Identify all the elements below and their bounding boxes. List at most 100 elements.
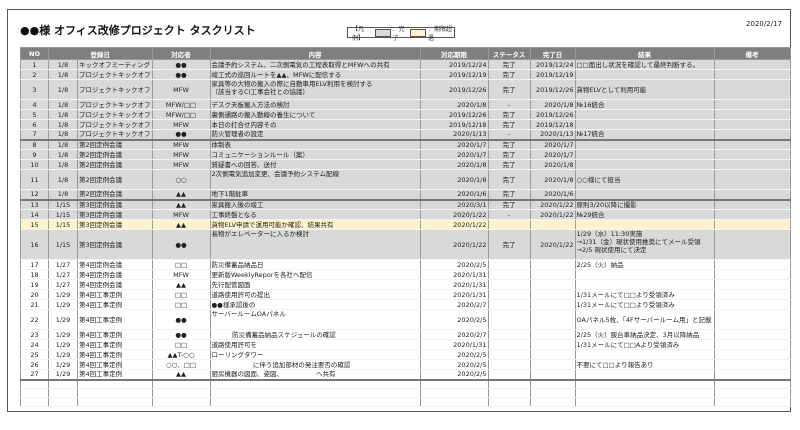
- row-content[interactable]: 先行配管図面: [209, 279, 421, 290]
- row-done-date[interactable]: 2020/1/8: [529, 159, 576, 170]
- row-content[interactable]: 体制表: [209, 139, 421, 150]
- row-content[interactable]: 2次側電気追加変更、会議予約システム配線: [209, 169, 421, 190]
- row-meeting[interactable]: 第4回工事定例: [77, 299, 153, 310]
- row-done-date[interactable]: [529, 339, 576, 350]
- row-owner[interactable]: □□: [151, 339, 211, 350]
- row-done-date[interactable]: 2019/12/24: [529, 59, 576, 70]
- row-meeting[interactable]: 第2回定例会議: [77, 159, 153, 170]
- row-status[interactable]: [487, 309, 531, 330]
- row-no[interactable]: 11: [20, 169, 49, 190]
- row-no[interactable]: 13: [20, 199, 49, 210]
- row-owner[interactable]: MFW: [151, 209, 211, 220]
- table-row[interactable]: 25 1/29 第4回工事定例 ▲▲T-○○ ローリングタワー 2020/2/5: [20, 349, 791, 360]
- row-due[interactable]: 2020/2/5: [419, 369, 489, 381]
- row-done-date[interactable]: 2019/12/18: [529, 119, 576, 130]
- row-no[interactable]: 5: [20, 109, 49, 120]
- row-due[interactable]: 2019/12/26: [419, 79, 489, 100]
- empty-cell[interactable]: [487, 397, 531, 407]
- row-content[interactable]: 長物がエレベーターに入るか検討: [209, 229, 421, 260]
- row-no[interactable]: 18: [20, 269, 49, 280]
- row-owner[interactable]: MFW: [151, 119, 211, 130]
- row-result[interactable]: [574, 219, 715, 230]
- table-row[interactable]: 18 1/27 第4回定例会議 MFW 更新版WeeklyReporを各社へ配信 2020…: [20, 269, 791, 280]
- col-no[interactable]: NO: [20, 47, 49, 60]
- row-result[interactable]: 2/25（火）納品: [574, 259, 715, 270]
- row-note[interactable]: [713, 259, 791, 270]
- row-date[interactable]: 1/29: [48, 349, 78, 360]
- row-done-date[interactable]: 2019/12/26: [529, 79, 576, 100]
- row-date[interactable]: 1/15: [48, 219, 78, 230]
- empty-cell[interactable]: [713, 397, 791, 407]
- empty-row[interactable]: [20, 397, 791, 407]
- row-result[interactable]: [574, 269, 715, 280]
- row-owner[interactable]: ▲▲: [151, 219, 211, 230]
- row-owner[interactable]: □□: [151, 299, 211, 310]
- row-result[interactable]: 1/31メールにて□□より受領済み: [574, 299, 715, 310]
- row-result[interactable]: №16統合: [574, 99, 715, 110]
- row-result[interactable]: 原則3/20以降に撮影: [574, 199, 715, 210]
- row-status[interactable]: [487, 299, 531, 310]
- row-owner[interactable]: □□: [151, 289, 211, 300]
- row-status[interactable]: [487, 329, 531, 340]
- row-done-date[interactable]: 2020/1/7: [529, 149, 576, 160]
- row-result[interactable]: [574, 69, 715, 80]
- row-status[interactable]: [487, 269, 531, 280]
- row-due[interactable]: 2020/1/8: [419, 159, 489, 170]
- row-no[interactable]: 4: [20, 99, 49, 110]
- row-done-date[interactable]: [529, 299, 576, 310]
- empty-cell[interactable]: [77, 379, 153, 389]
- row-status[interactable]: 完了: [487, 189, 531, 201]
- row-no[interactable]: 7: [20, 129, 49, 141]
- row-result[interactable]: [574, 279, 715, 290]
- row-content[interactable]: 竣工式の巡回ルートを▲▲、MFWに配信する: [209, 69, 421, 80]
- row-result[interactable]: [574, 189, 715, 201]
- empty-cell[interactable]: [209, 379, 421, 389]
- row-meeting[interactable]: 第4回工事定例: [77, 309, 153, 330]
- row-status[interactable]: [487, 219, 531, 230]
- row-date[interactable]: 1/8: [48, 159, 78, 170]
- row-content[interactable]: コミュニケーションルール（案）: [209, 149, 421, 160]
- table-row[interactable]: 21 1/29 第4回工事定例 □□ ●●様承認後の 2020/2/7 1/31メールにて□…: [20, 299, 791, 310]
- table-row[interactable]: 6 1/8 プロジェクトキックオフ MFW 本日の打合せ内容その 2019/12/18 完了…: [20, 119, 791, 130]
- row-status[interactable]: 完了: [487, 109, 531, 120]
- row-content[interactable]: 本日の打合せ内容その: [209, 119, 421, 130]
- row-note[interactable]: [713, 169, 791, 190]
- row-due[interactable]: 2020/1/31: [419, 289, 489, 300]
- row-done-date[interactable]: 2020/1/7: [529, 139, 576, 150]
- row-date[interactable]: 1/8: [48, 119, 78, 130]
- table-row[interactable]: 12 1/8 第2回定例会議 ▲▲ 地下1階駐車 2020/1/6 完了 2020/1/6: [20, 189, 791, 201]
- row-done-date[interactable]: 2020/1/22: [529, 229, 576, 260]
- empty-cell[interactable]: [419, 379, 489, 389]
- row-status[interactable]: [487, 339, 531, 350]
- row-date[interactable]: 1/29: [48, 289, 78, 300]
- row-note[interactable]: [713, 209, 791, 220]
- row-meeting[interactable]: プロジェクトキックオフ: [77, 79, 153, 100]
- row-due[interactable]: 2020/2/5: [419, 359, 489, 370]
- empty-cell[interactable]: [209, 388, 421, 398]
- row-content[interactable]: ●●様承認後の: [209, 299, 421, 310]
- row-owner[interactable]: MFW/□□: [151, 99, 211, 110]
- row-note[interactable]: [713, 229, 791, 260]
- row-owner[interactable]: MFW: [151, 79, 211, 100]
- row-note[interactable]: [713, 99, 791, 110]
- row-date[interactable]: 1/29: [48, 369, 78, 381]
- empty-cell[interactable]: [713, 388, 791, 398]
- row-date[interactable]: 1/8: [48, 149, 78, 160]
- row-date[interactable]: 1/8: [48, 109, 78, 120]
- row-meeting[interactable]: 第4回工事定例: [77, 349, 153, 360]
- row-owner[interactable]: ●●: [151, 129, 211, 141]
- empty-cell[interactable]: [487, 388, 531, 398]
- row-date[interactable]: 1/8: [48, 79, 78, 100]
- col-content[interactable]: 内容: [209, 47, 421, 60]
- empty-cell[interactable]: [48, 388, 78, 398]
- row-owner[interactable]: MFW: [151, 149, 211, 160]
- row-content[interactable]: 会議予約システム、二次側電気の工程表取得とMFWへの共有: [209, 59, 421, 70]
- empty-cell[interactable]: [487, 379, 531, 389]
- row-date[interactable]: 1/8: [48, 69, 78, 80]
- row-content[interactable]: 地下1階駐車: [209, 189, 421, 201]
- row-content[interactable]: に伴う追加部材の発注要否の確認: [209, 359, 421, 370]
- row-note[interactable]: [713, 339, 791, 350]
- row-meeting[interactable]: 第2回定例会議: [77, 149, 153, 160]
- table-row[interactable]: 27 1/29 第4回工事定例 ▲▲ 厨房機器の図面、姿図、 ヘ共有 2020/2/5: [20, 369, 791, 381]
- row-status[interactable]: [487, 369, 531, 381]
